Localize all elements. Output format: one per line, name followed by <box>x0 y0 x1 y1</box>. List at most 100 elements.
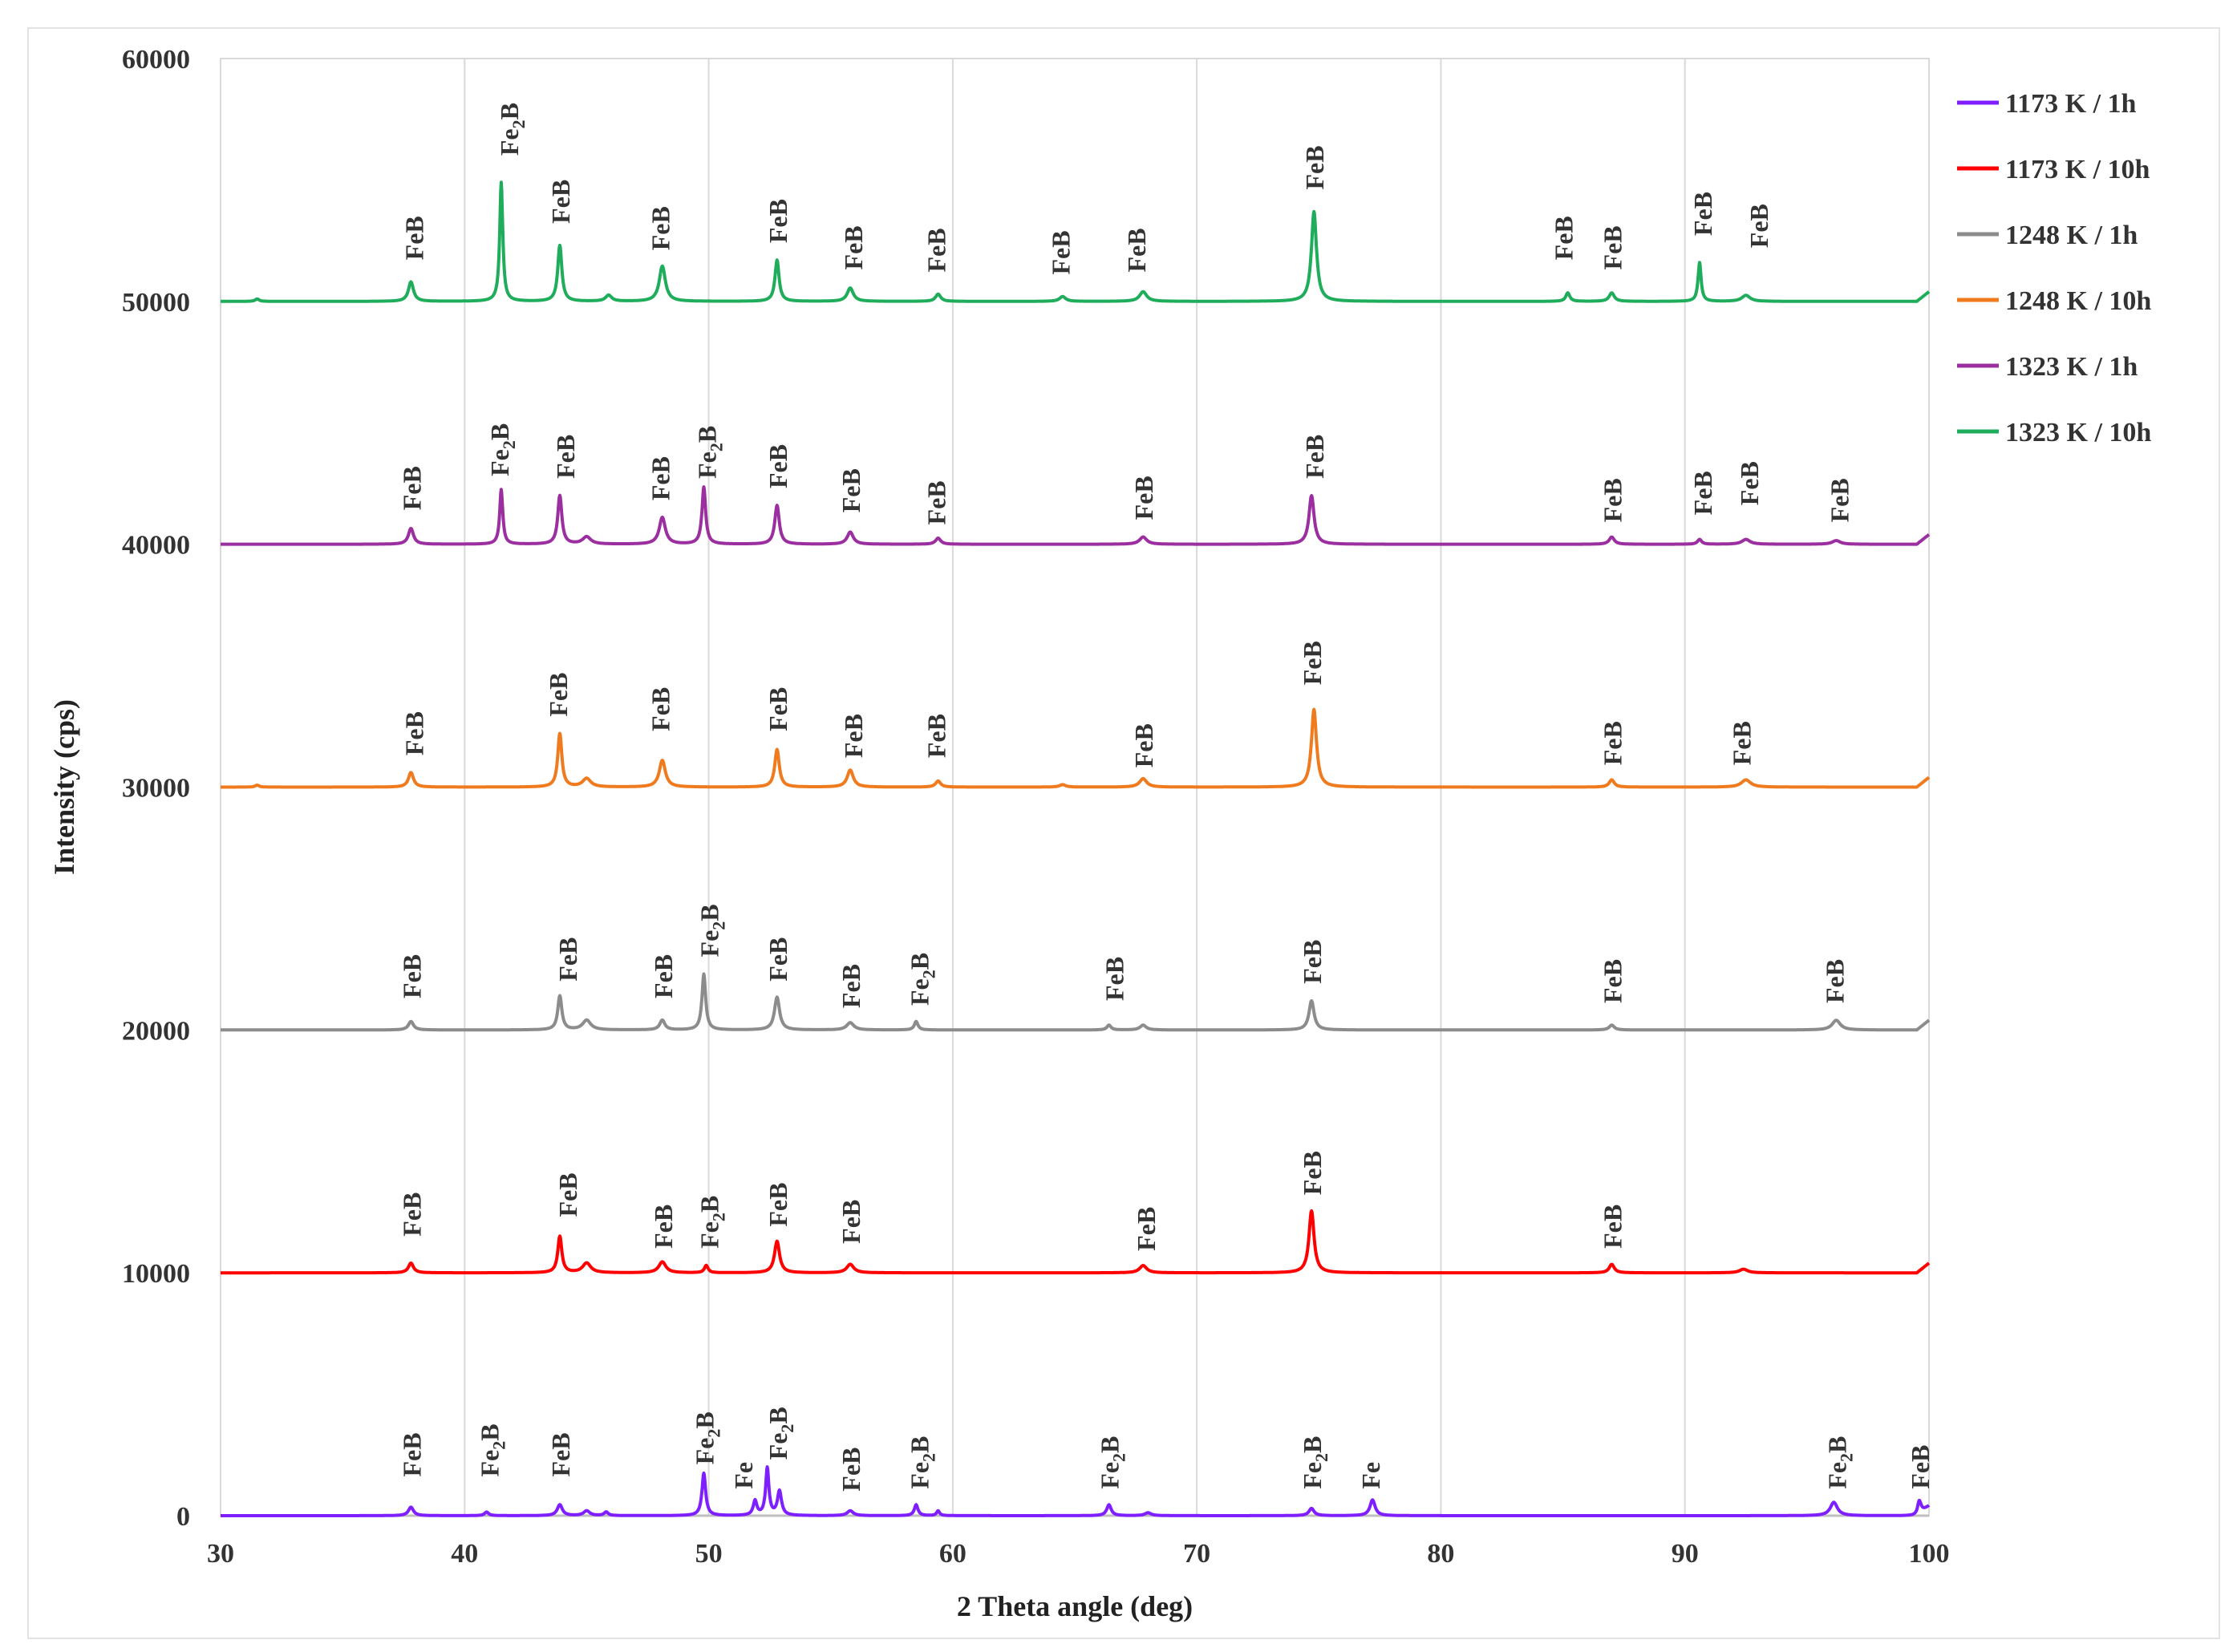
peak-label: FeB <box>1820 959 1849 1003</box>
peak-label: FeB <box>399 216 428 260</box>
peak-label: Fe2B <box>905 953 938 1006</box>
peak-label: Fe2B <box>690 1411 723 1464</box>
peak-label: FeB <box>922 228 951 272</box>
y-tick-label: 30000 <box>122 774 190 804</box>
peak-label: FeB <box>764 444 792 488</box>
peak-label: FeB <box>1906 1445 1935 1489</box>
peak-label: FeB <box>1100 957 1129 1001</box>
peak-label: FeB <box>837 1448 865 1492</box>
peak-label: FeB <box>1300 435 1329 479</box>
y-tick-label: 10000 <box>122 1259 190 1289</box>
peak-label: FeB <box>1047 230 1076 274</box>
peak-label: FeB <box>837 964 865 1008</box>
x-tick-label: 70 <box>1183 1539 1210 1569</box>
y-tick-label: 50000 <box>122 288 190 318</box>
x-tick-label: 60 <box>939 1539 967 1569</box>
peak-label: FeB <box>646 456 675 500</box>
peak-label: Fe2B <box>476 1423 509 1476</box>
peak-label: FeB <box>1298 940 1327 984</box>
peak-label: FeB <box>764 1183 792 1227</box>
peak-label: FeB <box>922 480 951 524</box>
series-line <box>219 972 1931 1032</box>
peak-label: FeB <box>839 714 868 758</box>
peak-label: FeB <box>399 711 428 755</box>
peak-label: Fe2B <box>485 423 519 476</box>
peak-label: FeB <box>839 225 868 269</box>
legend-label: 1323 K / 10h <box>2005 418 2151 447</box>
peak-label: FeB <box>1598 478 1627 522</box>
peak-label: FeB <box>1688 192 1717 236</box>
peak-label: Fe2B <box>1096 1436 1129 1489</box>
y-tick-label: 0 <box>176 1502 190 1532</box>
x-tick-label: 40 <box>451 1539 478 1569</box>
peak-label: Fe2B <box>1298 1436 1331 1489</box>
peak-label: FeB <box>551 435 580 479</box>
x-tick-label: 100 <box>1909 1539 1950 1569</box>
legend-label: 1248 K / 10h <box>2005 286 2151 316</box>
peak-label: Fe2B <box>695 904 729 957</box>
peak-label: FeB <box>922 714 951 758</box>
series-line <box>219 707 1931 789</box>
x-axis-title: 2 Theta angle (deg) <box>957 1590 1193 1622</box>
peak-label: FeB <box>764 199 792 243</box>
legend: 1173 K / 1h 1173 K / 10h 1248 K / 1h 1248 K… <box>1957 89 2151 447</box>
legend-label: 1248 K / 1h <box>2005 221 2138 250</box>
peak-label: FeB <box>1745 204 1773 248</box>
peak-label: FeB <box>837 468 865 512</box>
peak-label: FeB <box>397 466 426 510</box>
peak-label: FeB <box>1598 721 1627 765</box>
peak-label: Fe <box>729 1462 758 1489</box>
peak-label: Fe2B <box>693 426 727 479</box>
peak-label: FeB <box>1735 461 1764 505</box>
series-line <box>219 1209 1931 1275</box>
peak-label: FeB <box>546 1432 575 1476</box>
peak-label: FeB <box>397 954 426 998</box>
peak-label: FeB <box>1728 721 1757 765</box>
y-tick-label: 60000 <box>122 45 190 75</box>
x-tick-label: 50 <box>695 1539 723 1569</box>
peak-label: FeB <box>1129 723 1158 767</box>
peak-label: FeB <box>553 1172 582 1217</box>
peak-label: FeB <box>1298 641 1327 685</box>
peak-label: Fe2B <box>905 1436 938 1489</box>
peak-label: FeB <box>837 1200 865 1244</box>
peak-label: Fe <box>1356 1462 1385 1489</box>
peak-label: FeB <box>553 937 582 982</box>
peak-label: Fe2B <box>1822 1436 1856 1489</box>
y-tick-label: 20000 <box>122 1016 190 1046</box>
x-tick-label: 80 <box>1427 1539 1454 1569</box>
peak-label: Fe2B <box>764 1407 797 1460</box>
axes: 30 40 50 60 70 80 90 100 0 10000 20000 30000 40000 50… <box>122 45 1950 1569</box>
peak-label: FeB <box>546 180 575 224</box>
peak-label: FeB <box>1598 1205 1627 1249</box>
y-tick-label: 40000 <box>122 531 190 561</box>
legend-label: 1323 K / 1h <box>2005 352 2138 382</box>
peak-label: FeB <box>646 206 675 250</box>
peak-label: FeB <box>1300 145 1329 189</box>
peak-label: FeB <box>397 1192 426 1237</box>
series-line <box>219 1465 1931 1517</box>
y-axis-title: Intensity (cps) <box>48 699 80 875</box>
peak-label: FeB <box>1132 1207 1161 1251</box>
peak-label: FeB <box>764 687 792 731</box>
peak-label: FeB <box>397 1432 426 1476</box>
series-line <box>219 485 1931 546</box>
peak-label: FeB <box>764 937 792 982</box>
peak-label: FeB <box>1598 225 1627 269</box>
series-layer <box>219 180 1931 1517</box>
peak-label: FeB <box>649 954 678 998</box>
peak-label: FeB <box>1298 1151 1327 1195</box>
peak-label: FeB <box>646 687 675 731</box>
peak-label: Fe2B <box>495 103 529 156</box>
peak-label: FeB <box>1129 476 1158 520</box>
peak-label: Fe2B <box>695 1196 729 1249</box>
peak-label: FeB <box>1598 959 1627 1003</box>
peak-label: FeB <box>1550 216 1578 260</box>
x-tick-label: 90 <box>1672 1539 1699 1569</box>
peak-label: FeB <box>544 673 573 717</box>
x-tick-label: 30 <box>207 1539 234 1569</box>
peak-label: FeB <box>1688 471 1717 515</box>
peak-label: FeB <box>1825 478 1854 522</box>
